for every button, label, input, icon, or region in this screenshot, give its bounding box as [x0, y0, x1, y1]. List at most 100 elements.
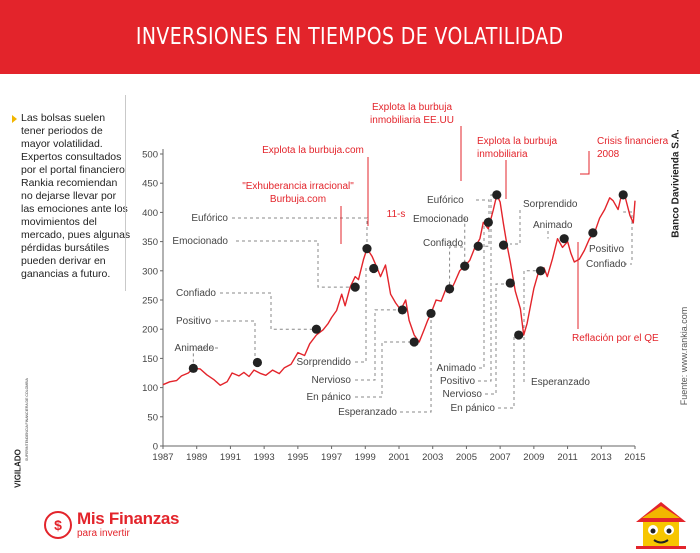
brand-vertical-text: Banco Davivienda S.A.: [670, 129, 682, 238]
y-tick-label: 150: [142, 354, 158, 365]
x-tick-label: 2003: [422, 452, 443, 463]
sidebar-text: Las bolsas suelen tener periodos de mayo…: [21, 112, 131, 280]
y-tick-label: 400: [142, 208, 158, 219]
event-burbuja-eeuu-line2: inmobiliaria EE.UU: [370, 115, 454, 126]
y-ticks: 0 50 100 150 200 250 300 350 400 450 500: [142, 150, 163, 453]
event-crisis-2008: Crisis financiera: [597, 136, 669, 147]
leader-line: [355, 309, 403, 381]
series-marker: [492, 190, 502, 200]
x-tick-label: 1997: [321, 452, 342, 463]
event-burbuja-inmobiliaria-line2: inmobiliaria: [477, 149, 528, 160]
x-tick-label: 2001: [388, 452, 409, 463]
leader-line: [355, 341, 415, 398]
y-tick-label: 250: [142, 296, 158, 307]
annotation-euforico-2: Eufórico: [427, 195, 464, 206]
leader-line: [400, 313, 432, 413]
annotation-en-panico-2: En pánico: [451, 403, 496, 414]
x-tick-label: 1987: [152, 452, 173, 463]
leader-line: [449, 246, 463, 289]
annotation-animado-1: Animado: [175, 343, 215, 354]
leader-line: [485, 283, 511, 395]
event-explota-burbuja-com: Explota la burbuja.com: [262, 145, 364, 156]
annotation-animado-2: Animado: [437, 363, 477, 374]
series-marker: [426, 308, 436, 319]
event-crisis-2008-line2: 2008: [597, 149, 620, 160]
annotation-nervioso-1: Nervioso: [312, 375, 352, 386]
annotation-confiado-1: Confiado: [176, 288, 216, 299]
series-marker: [311, 324, 321, 334]
leader-line: [215, 320, 256, 363]
annotation-confiado-3: Confiado: [586, 259, 626, 270]
x-tick-label: 2015: [624, 452, 645, 463]
series-marker: [483, 217, 493, 227]
leader-line: [220, 292, 317, 330]
leader-line: [232, 217, 368, 249]
logo-tagline: para invertir: [77, 528, 130, 539]
annotation-animado-3: Animado: [533, 220, 573, 231]
vigilado-text: VIGILADO: [13, 449, 23, 488]
annotation-esperanzado-2: Esperanzado: [531, 377, 590, 388]
y-tick-label: 350: [142, 237, 158, 248]
page-title: INVERSIONES EN TIEMPOS DE VOLATILIDAD: [136, 24, 564, 50]
series-marker: [369, 263, 379, 274]
series-marker: [460, 261, 470, 271]
annotation-leaders: [192, 126, 633, 413]
x-tick-label: 1989: [186, 452, 207, 463]
x-tick-label: 1995: [287, 452, 308, 463]
x-tick-label: 2007: [490, 452, 511, 463]
event-burbuja-inmobiliaria: Explota la burbuja: [477, 136, 557, 147]
y-tick-label: 300: [142, 266, 158, 277]
series-line: [162, 194, 636, 386]
leader-line: [355, 267, 374, 363]
annotation-positivo-3: Positivo: [589, 244, 624, 255]
series-marker: [514, 330, 524, 340]
series-marker: [618, 190, 628, 200]
leader-line: [478, 194, 497, 382]
leader-line: [498, 335, 515, 409]
event-exhuberancia-line2: Burbuja.com: [270, 194, 326, 205]
x-ticks: 1987 1989 1991 1993 1995 1997 1999 2001 2003 2005…: [152, 446, 646, 463]
leader-line: [510, 210, 521, 245]
dollar-icon: $: [44, 511, 72, 539]
series-marker: [536, 266, 546, 276]
series-marker: [498, 240, 509, 250]
event-burbuja-eeuu: Explota la burbuja: [372, 102, 452, 113]
annotation-confiado-2: Confiado: [423, 238, 463, 249]
x-tick-label: 1991: [220, 452, 241, 463]
series-marker: [350, 282, 360, 292]
series-markers: [188, 190, 628, 373]
x-tick-label: 1993: [254, 452, 275, 463]
chart-axes: [162, 149, 635, 447]
x-tick-label: 2005: [456, 452, 477, 463]
series-marker: [397, 305, 407, 315]
annotation-sorprendido-2: Sorprendido: [523, 199, 578, 210]
source-text: Fuente: www.rankia.com: [679, 306, 689, 406]
leader-line: [523, 270, 541, 382]
y-tick-label: 50: [147, 412, 158, 423]
annotation-euforico-1: Eufórico: [191, 213, 228, 224]
y-tick-label: 450: [142, 179, 158, 190]
annotation-sorprendido-1: Sorprendido: [297, 357, 352, 368]
leader-line: [236, 240, 356, 288]
series-marker: [252, 357, 262, 368]
annotation-en-panico-1: En pánico: [307, 392, 352, 403]
annotation-esperanzado-1: Esperanzado: [338, 407, 397, 418]
annotation-nervioso-2: Nervioso: [443, 389, 483, 400]
series-marker: [505, 278, 515, 288]
x-tick-label: 2011: [557, 452, 577, 463]
y-tick-label: 200: [142, 325, 158, 336]
event-11s: 11-s: [387, 209, 406, 220]
sidebar-divider: [125, 95, 126, 291]
series-marker: [559, 234, 569, 244]
series-marker: [362, 244, 372, 254]
header-band: INVERSIONES EN TIEMPOS DE VOLATILIDAD: [0, 0, 700, 74]
annotation-emocionado-1: Emocionado: [172, 236, 228, 247]
vigilado-small-text: SUPERINTENDENCIA FINANCIERA DE COLOMBIA: [25, 378, 29, 461]
leader-line: [464, 218, 466, 267]
y-tick-label: 500: [142, 150, 158, 161]
series-marker: [409, 337, 419, 347]
x-tick-label: 2013: [591, 452, 612, 463]
series-marker: [444, 284, 455, 294]
event-reflacion-qe: Reflación por el QE: [572, 333, 659, 344]
